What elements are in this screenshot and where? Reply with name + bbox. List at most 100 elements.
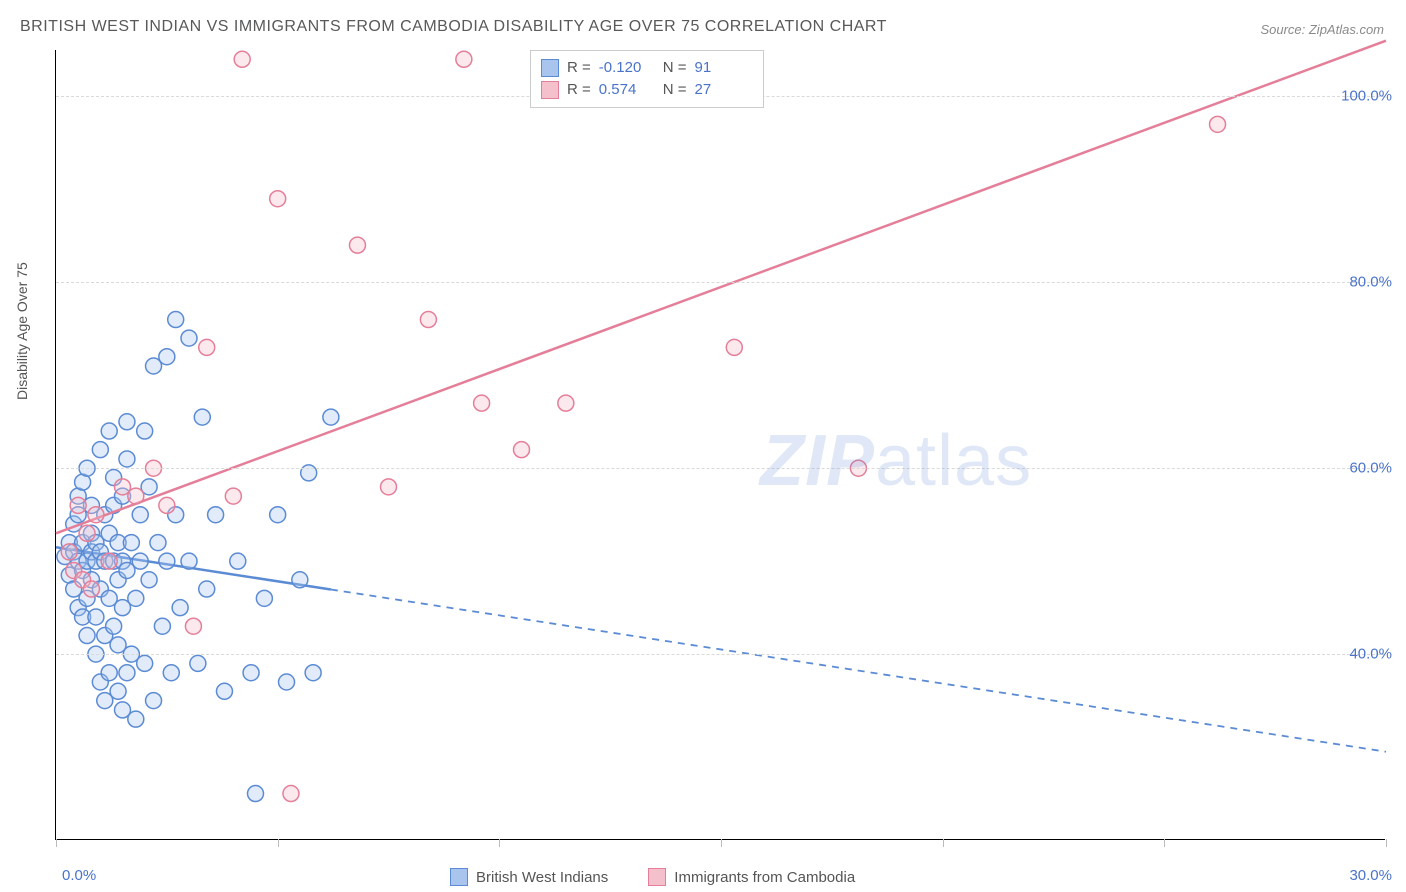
- data-point: [726, 339, 742, 355]
- data-point: [305, 665, 321, 681]
- y-tick-label: 60.0%: [1349, 460, 1392, 477]
- data-point: [146, 358, 162, 374]
- data-point: [119, 414, 135, 430]
- data-point: [110, 683, 126, 699]
- data-point: [70, 497, 86, 513]
- data-point: [115, 488, 131, 504]
- data-point: [101, 423, 117, 439]
- x-tick-label: 30.0%: [1349, 867, 1392, 884]
- data-point: [225, 488, 241, 504]
- data-point: [97, 507, 113, 523]
- data-point: [141, 572, 157, 588]
- stats-n-value: 91: [695, 57, 751, 79]
- source-label: Source: ZipAtlas.com: [1260, 22, 1384, 37]
- data-point: [150, 535, 166, 551]
- data-point: [75, 609, 91, 625]
- trend-line: [56, 41, 1386, 534]
- data-point: [292, 572, 308, 588]
- data-point: [216, 683, 232, 699]
- stats-n-value: 27: [695, 79, 751, 101]
- data-point: [1210, 116, 1226, 132]
- data-point: [128, 488, 144, 504]
- data-point: [70, 600, 86, 616]
- data-point: [248, 786, 264, 802]
- data-point: [106, 618, 122, 634]
- data-point: [141, 479, 157, 495]
- data-point: [194, 409, 210, 425]
- data-point: [230, 553, 246, 569]
- data-point: [256, 590, 272, 606]
- x-tick: [56, 839, 57, 847]
- data-point: [70, 553, 86, 569]
- data-point: [185, 618, 201, 634]
- data-point: [66, 544, 82, 560]
- data-point: [101, 590, 117, 606]
- data-point: [88, 553, 104, 569]
- legend-label: British West Indians: [476, 869, 608, 886]
- data-point: [168, 507, 184, 523]
- y-tick-label: 40.0%: [1349, 646, 1392, 663]
- legend: British West Indians Immigrants from Camb…: [450, 868, 855, 886]
- data-point: [66, 516, 82, 532]
- data-point: [381, 479, 397, 495]
- data-point: [474, 395, 490, 411]
- plot-area: [55, 50, 1385, 840]
- trend-line-dashed: [331, 589, 1386, 751]
- data-point: [119, 665, 135, 681]
- data-point: [137, 423, 153, 439]
- data-point: [97, 628, 113, 644]
- data-point: [92, 442, 108, 458]
- data-point: [88, 507, 104, 523]
- data-point: [79, 590, 95, 606]
- data-point: [159, 553, 175, 569]
- data-point: [110, 535, 126, 551]
- data-point: [159, 497, 175, 513]
- data-point: [92, 544, 108, 560]
- y-tick-label: 80.0%: [1349, 274, 1392, 291]
- data-point: [154, 618, 170, 634]
- x-tick: [499, 839, 500, 847]
- data-point: [115, 479, 131, 495]
- x-tick: [1164, 839, 1165, 847]
- data-point: [88, 609, 104, 625]
- data-point: [119, 562, 135, 578]
- stats-r-value: -0.120: [599, 57, 655, 79]
- data-point: [79, 553, 95, 569]
- data-point: [190, 655, 206, 671]
- swatch-icon: [541, 81, 559, 99]
- data-point: [106, 497, 122, 513]
- data-point: [92, 581, 108, 597]
- swatch-icon: [450, 868, 468, 886]
- data-point: [137, 655, 153, 671]
- data-point: [243, 665, 259, 681]
- stats-row: R =0.574N =27: [541, 79, 751, 101]
- data-point: [70, 488, 86, 504]
- data-point: [97, 553, 113, 569]
- data-point: [115, 702, 131, 718]
- stats-r-label: R =: [567, 57, 591, 79]
- data-point: [61, 567, 77, 583]
- data-point: [128, 590, 144, 606]
- data-point: [181, 330, 197, 346]
- data-point: [132, 553, 148, 569]
- data-point: [110, 572, 126, 588]
- data-point: [208, 507, 224, 523]
- data-point: [514, 442, 530, 458]
- data-point: [75, 572, 91, 588]
- data-point: [83, 525, 99, 541]
- data-point: [270, 191, 286, 207]
- data-point: [420, 312, 436, 328]
- gridline: [56, 468, 1385, 469]
- y-axis-label: Disability Age Over 75: [14, 262, 30, 400]
- data-point: [75, 474, 91, 490]
- data-point: [97, 693, 113, 709]
- data-point: [119, 451, 135, 467]
- data-point: [168, 312, 184, 328]
- data-point: [283, 786, 299, 802]
- trend-line: [56, 547, 331, 589]
- legend-item: Immigrants from Cambodia: [648, 868, 855, 886]
- stats-box: R =-0.120N =91R =0.574N =27: [530, 50, 764, 108]
- data-point: [128, 711, 144, 727]
- data-point: [159, 349, 175, 365]
- data-point: [101, 525, 117, 541]
